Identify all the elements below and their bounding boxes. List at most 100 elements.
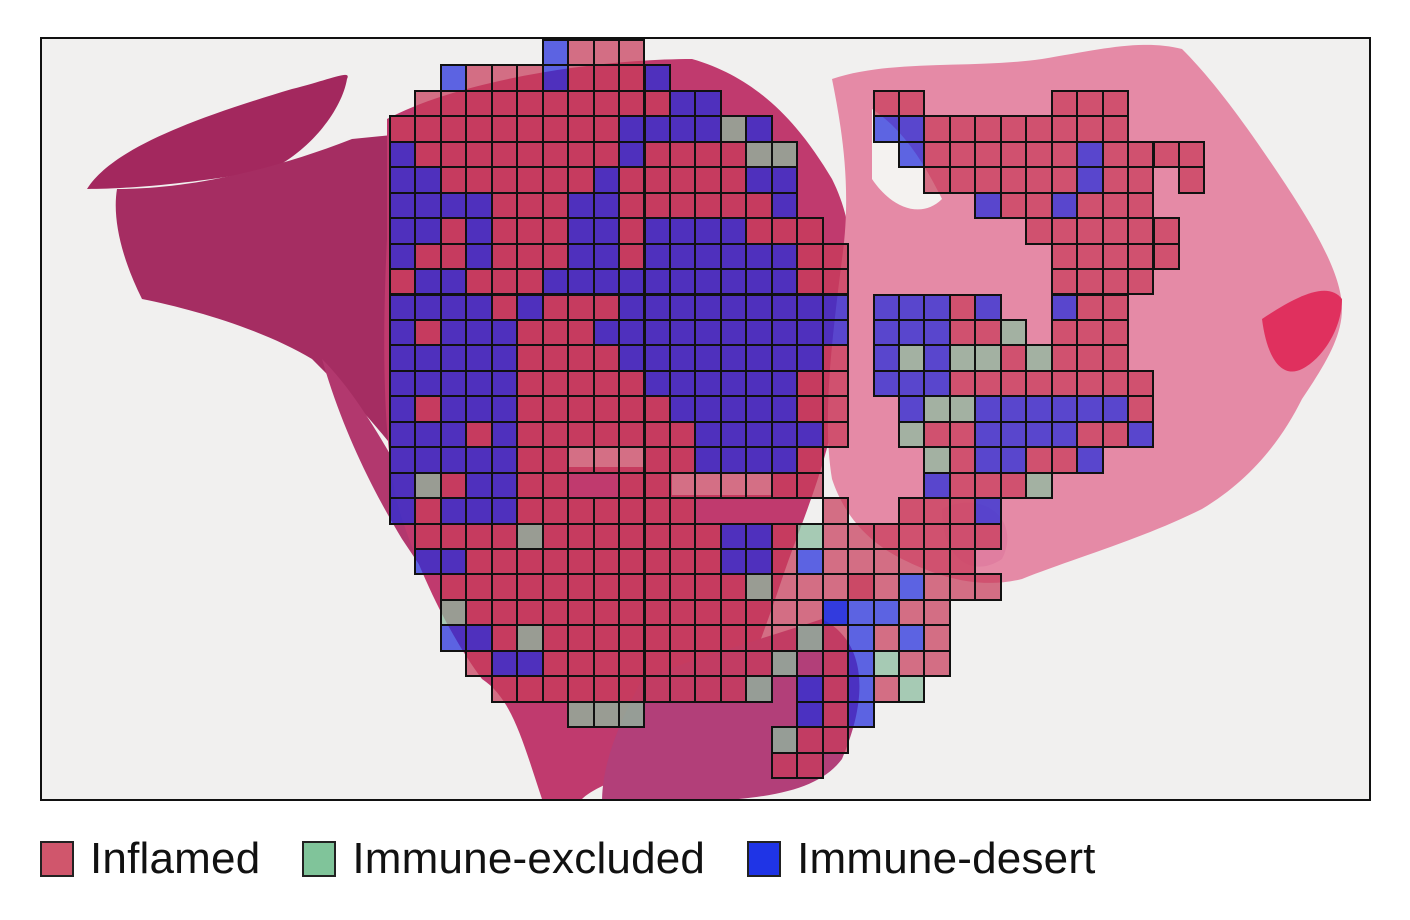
tile-inflamed: [567, 64, 595, 92]
tile-immune-excluded: [745, 573, 773, 601]
tile-immune-desert: [1076, 140, 1104, 169]
tile-inflamed: [745, 191, 773, 220]
tile-immune-desert: [898, 318, 926, 347]
tile-inflamed: [770, 471, 799, 500]
tile-inflamed: [516, 89, 544, 118]
tile-inflamed: [592, 522, 621, 550]
tile-immune-desert: [719, 548, 748, 576]
tile-immune-excluded: [414, 471, 442, 500]
tile-inflamed: [592, 344, 621, 372]
tile-inflamed: [719, 166, 748, 194]
tile-immune-desert: [618, 344, 646, 372]
tile-inflamed: [541, 115, 570, 143]
tile-immune-desert: [1050, 420, 1079, 449]
tile-inflamed: [847, 548, 875, 576]
tile-immune-desert: [618, 140, 646, 169]
tile-inflamed: [490, 675, 519, 703]
tile-inflamed: [465, 89, 493, 118]
tile-immune-desert: [592, 217, 621, 245]
tile-inflamed: [948, 522, 977, 550]
tile-immune-desert: [770, 318, 799, 347]
tile-inflamed: [821, 395, 850, 423]
tile-inflamed: [1101, 166, 1130, 194]
tile-inflamed: [1076, 217, 1104, 245]
tile-immune-desert: [694, 369, 722, 398]
tile-immune-desert: [999, 446, 1028, 474]
tile-immune-desert: [770, 268, 799, 296]
tile-inflamed: [796, 446, 824, 474]
tile-immune-desert: [567, 217, 595, 245]
tile-inflamed: [618, 191, 646, 220]
tile-inflamed: [898, 89, 926, 118]
tile-immune-desert: [567, 268, 595, 296]
tile-immune-desert: [974, 395, 1002, 423]
tile-inflamed: [541, 166, 570, 194]
tile-inflamed: [668, 446, 697, 474]
tile-inflamed: [490, 140, 519, 169]
tile-inflamed: [490, 548, 519, 576]
tile-inflamed: [668, 675, 697, 703]
tile-inflamed: [770, 522, 799, 550]
tile-inflamed: [1101, 420, 1130, 449]
tile-inflamed: [1076, 242, 1104, 271]
tile-immune-excluded: [796, 522, 824, 550]
tile-inflamed: [516, 573, 544, 601]
tile-immune-excluded: [745, 675, 773, 703]
tile-inflamed: [516, 548, 544, 576]
tile-inflamed: [872, 675, 900, 703]
tile-inflamed: [796, 573, 824, 601]
tile-inflamed: [643, 624, 671, 652]
tile-immune-desert: [618, 293, 646, 321]
tile-immune-desert: [389, 471, 417, 500]
tile-immune-desert: [389, 420, 417, 449]
tile-inflamed: [516, 471, 544, 500]
tile-inflamed: [668, 624, 697, 652]
tile-inflamed: [694, 191, 722, 220]
tile-inflamed: [948, 471, 977, 500]
tile-immune-desert: [923, 344, 951, 372]
tile-inflamed: [999, 191, 1028, 220]
tile-immune-desert: [490, 318, 519, 347]
tile-inflamed: [1076, 191, 1104, 220]
tile-inflamed: [490, 191, 519, 220]
tile-inflamed: [490, 293, 519, 321]
tile-immune-desert: [668, 344, 697, 372]
tile-inflamed: [1127, 268, 1155, 296]
tile-inflamed: [465, 420, 493, 449]
tile-inflamed: [618, 446, 646, 474]
tile-inflamed: [1127, 395, 1155, 423]
tile-inflamed: [1050, 268, 1079, 296]
tile-immune-desert: [770, 191, 799, 220]
tile-inflamed: [694, 675, 722, 703]
tile-immune-desert: [745, 166, 773, 194]
tile-inflamed: [541, 497, 570, 525]
tile-inflamed: [567, 420, 595, 449]
tile-immune-desert: [719, 217, 748, 245]
tile-immune-desert: [770, 446, 799, 474]
tile-inflamed: [1076, 115, 1104, 143]
tile-inflamed: [490, 624, 519, 652]
tile-inflamed: [465, 522, 493, 550]
tile-inflamed: [898, 497, 926, 525]
tile-inflamed: [490, 217, 519, 245]
tile-inflamed: [1050, 217, 1079, 245]
tile-inflamed: [516, 217, 544, 245]
legend-item-immune-excluded: Immune-excluded: [302, 834, 705, 884]
tile-inflamed: [516, 242, 544, 271]
tile-immune-excluded: [796, 624, 824, 652]
tile-immune-desert: [796, 293, 824, 321]
tile-inflamed: [490, 115, 519, 143]
tile-inflamed: [618, 649, 646, 678]
tile-inflamed: [1076, 293, 1104, 321]
tile-immune-desert: [490, 395, 519, 423]
tile-inflamed: [1101, 344, 1130, 372]
tile-inflamed: [618, 420, 646, 449]
tile-inflamed: [465, 268, 493, 296]
tile-inflamed: [541, 573, 570, 601]
tile-inflamed: [592, 293, 621, 321]
inflamed-swatch-icon: [40, 841, 74, 877]
tile-inflamed: [796, 471, 824, 500]
tile-inflamed: [643, 89, 671, 118]
tile-inflamed: [592, 39, 621, 67]
tile-inflamed: [923, 548, 951, 576]
